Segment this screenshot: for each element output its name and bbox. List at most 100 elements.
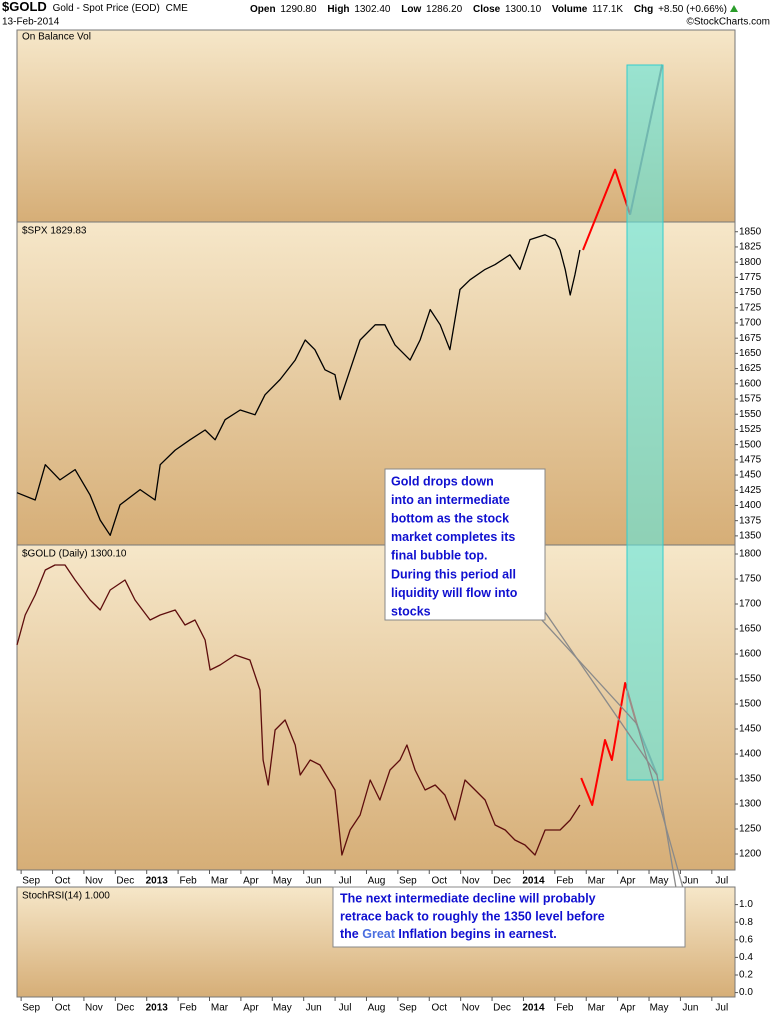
annotation-line: the Great Inflation begins in earnest. [340,927,557,941]
annotation-box [384,468,546,621]
annotation-line: into an intermediate [391,493,510,507]
y-tick-label: 1600 [739,378,762,389]
stat-label: Volume [552,4,588,15]
annotation-box [332,886,686,948]
callout-line [539,617,638,725]
x-tick-label: Sep [22,876,40,887]
x-tick-label: Feb [556,1003,574,1014]
panel [16,221,736,546]
x-tick-label: Apr [620,876,636,887]
annotation: Gold drops down into an intermediate botto… [391,474,518,618]
y-tick-label: 1700 [739,599,762,610]
y-tick-label: 1600 [739,649,762,660]
y-tick-label: 1700 [739,318,762,329]
callout-lines [539,611,684,889]
annotation-line: During this period all [391,567,516,581]
y-tick-label: 1550 [739,674,762,685]
x-tick-label: Aug [368,876,386,887]
y-tick-label: 1750 [739,287,762,298]
annotation: The next intermediate decline will proba… [340,891,605,923]
annotation-text: Inflation begins in earnest. [395,927,557,941]
x-tick-label: Mar [588,876,606,887]
x-tick-label: Jun [306,1003,322,1014]
x-tick-label: Jul [339,1003,352,1014]
x-tick-label: Jun [682,1003,698,1014]
x-tick-label: Feb [556,876,574,887]
instrument-name: Gold - Spot Price (EOD) [53,3,160,14]
highlight-zone [626,64,664,781]
panels: On Balance Vol $SPX 1829.83 1350 1375 1400 1… [16,29,762,1014]
x-tick-label: Jul [715,1003,728,1014]
x-tick-label: Dec [493,1003,511,1014]
panel-title: StochRSI(14) 1.000 [22,891,110,902]
annotation-line: liquidity will flow into [391,586,518,600]
y-tick-label: 1650 [739,348,762,359]
y-tick-label: 1800 [739,549,762,560]
x-tick-label: Nov [85,1003,103,1014]
x-tick-label: Sep [399,876,417,887]
x-tick-label: Nov [462,876,480,887]
x-tick-label: May [650,876,669,887]
y-tick-label: 1775 [739,272,762,283]
panel [16,544,736,871]
x-tick-label: May [273,1003,292,1014]
stats: Open 1290.80 High 1302.40 Low 1286.20 Cl… [250,4,727,15]
panel-title: $GOLD (Daily) 1300.10 [22,549,127,560]
annotation-text: the [340,927,362,941]
x-tick-label: Apr [620,1003,636,1014]
x-tick-label: Jul [715,876,728,887]
y-tick-label: 1550 [739,409,762,420]
stat-label: Open [250,4,276,15]
stat-value: +8.50 (+0.66%) [658,4,727,15]
symbol: $GOLD [2,0,47,14]
obv-label: On Balance Vol [22,32,91,43]
x-tick-label: Jul [339,876,352,887]
x-tick-label: 2013 [146,1003,169,1014]
stat-label: Close [473,4,501,15]
price-line [582,168,632,251]
x-tick-label: Oct [431,876,447,887]
y-tick-label: 1350 [739,774,762,785]
x-tick-label: Dec [116,1003,134,1014]
obv-panel [16,29,736,223]
x-tick-label: 2013 [146,876,169,887]
header-title: $GOLD Gold - Spot Price (EOD) CME [2,0,188,14]
y-tick-label: 0.6 [739,934,753,945]
x-tick-label: 2014 [522,1003,545,1014]
x-tick-label: Oct [55,1003,71,1014]
y-tick-label: 1575 [739,394,762,405]
x-tick-label: Oct [431,1003,447,1014]
y-tick-label: 1650 [739,624,762,635]
up-arrow [730,5,738,12]
y-tick-label: 1675 [739,333,762,344]
annotation-line: stocks [391,604,431,618]
y-tick-label: 1450 [739,724,762,735]
x-tick-label: Feb [179,1003,197,1014]
y-tick-label: 1475 [739,454,762,465]
y-tick-label: 1825 [739,242,762,253]
y-tick-label: 1725 [739,302,762,313]
annotation-line: market completes its [391,530,515,544]
y-tick-label: 1750 [739,574,762,585]
x-tick-label: Mar [211,876,229,887]
x-tick-label: Dec [493,876,511,887]
y-tick-label: 1.0 [739,899,753,910]
y-tick-label: 1300 [739,799,762,810]
y-tick-label: 1800 [739,257,762,268]
annotation-line: The next intermediate decline will proba… [340,891,596,905]
x-tick-label: May [650,1003,669,1014]
x-tick-label: Jun [682,876,698,887]
date: 13-Feb-2014 [2,17,60,28]
annotation-line: Gold drops down [391,474,494,488]
y-tick-label: 0.0 [739,987,753,998]
y-tick-label: 1425 [739,485,762,496]
y-tick-label: 0.8 [739,917,753,928]
annotation-line: bottom as the stock [391,511,509,525]
y-tick-label: 1525 [739,424,762,435]
x-tick-label: May [273,876,292,887]
x-tick-label: Oct [55,876,71,887]
x-tick-label: Nov [85,876,103,887]
y-tick-label: 1200 [739,849,762,860]
stat-label: High [327,4,349,15]
y-tick-label: 1250 [739,824,762,835]
